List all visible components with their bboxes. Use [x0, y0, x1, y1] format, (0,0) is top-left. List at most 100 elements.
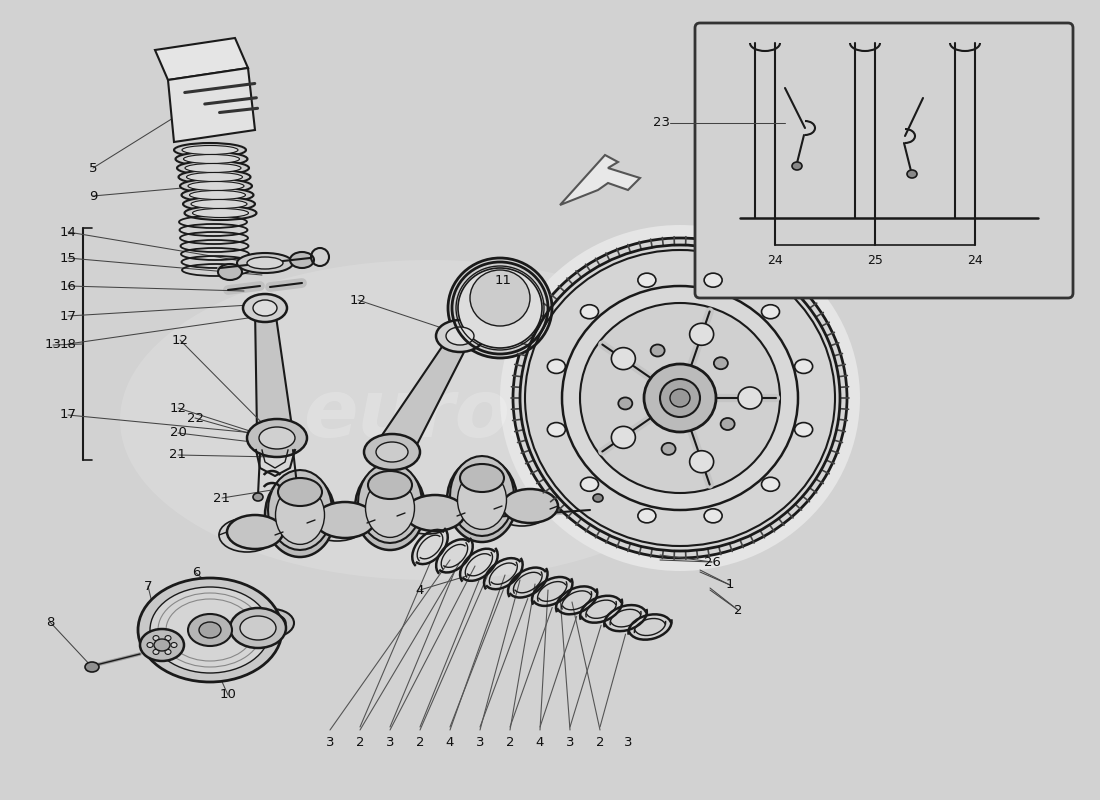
Text: 12: 12 — [350, 294, 366, 306]
Ellipse shape — [792, 162, 802, 170]
Polygon shape — [168, 68, 255, 142]
Ellipse shape — [548, 422, 565, 437]
Text: 16: 16 — [59, 279, 76, 293]
Ellipse shape — [761, 478, 780, 491]
Ellipse shape — [182, 188, 253, 202]
Ellipse shape — [219, 518, 275, 552]
Ellipse shape — [581, 305, 598, 318]
Polygon shape — [155, 38, 248, 80]
Polygon shape — [268, 470, 332, 550]
Ellipse shape — [794, 359, 813, 374]
Ellipse shape — [447, 458, 517, 542]
Text: 20: 20 — [169, 426, 186, 439]
Text: 24: 24 — [967, 254, 983, 267]
Ellipse shape — [397, 498, 456, 534]
Text: 1: 1 — [726, 578, 735, 591]
Ellipse shape — [436, 320, 484, 352]
Text: 21: 21 — [213, 491, 231, 505]
Text: 25: 25 — [867, 254, 883, 267]
Text: 18: 18 — [59, 338, 76, 350]
Text: 4: 4 — [416, 583, 425, 597]
Ellipse shape — [364, 434, 420, 470]
Ellipse shape — [253, 493, 263, 501]
Ellipse shape — [405, 495, 465, 531]
Ellipse shape — [581, 478, 598, 491]
Ellipse shape — [138, 578, 282, 682]
Ellipse shape — [176, 152, 248, 166]
Ellipse shape — [182, 146, 238, 154]
Text: 11: 11 — [495, 274, 512, 286]
Text: Es: Es — [714, 374, 816, 452]
Ellipse shape — [580, 303, 780, 493]
Ellipse shape — [165, 650, 170, 654]
Text: 5: 5 — [89, 162, 97, 174]
Text: 3: 3 — [475, 735, 484, 749]
Ellipse shape — [365, 478, 415, 538]
Text: par: par — [539, 364, 691, 442]
Ellipse shape — [258, 427, 295, 449]
Ellipse shape — [250, 609, 294, 637]
Ellipse shape — [191, 199, 248, 209]
Text: 21: 21 — [169, 449, 187, 462]
Ellipse shape — [230, 608, 286, 648]
Text: 3: 3 — [386, 735, 394, 749]
Text: 17: 17 — [59, 409, 77, 422]
Polygon shape — [255, 310, 293, 437]
Ellipse shape — [275, 486, 324, 544]
Ellipse shape — [192, 209, 249, 218]
Text: 3: 3 — [565, 735, 574, 749]
Text: 2: 2 — [734, 603, 742, 617]
Ellipse shape — [258, 614, 286, 632]
Ellipse shape — [174, 143, 246, 157]
Ellipse shape — [199, 622, 221, 638]
Polygon shape — [560, 155, 640, 205]
Ellipse shape — [458, 470, 506, 530]
Ellipse shape — [470, 270, 530, 326]
Ellipse shape — [650, 345, 664, 357]
Ellipse shape — [315, 502, 375, 538]
Ellipse shape — [188, 182, 244, 190]
Ellipse shape — [184, 154, 240, 163]
Ellipse shape — [368, 471, 412, 499]
Ellipse shape — [720, 418, 735, 430]
Ellipse shape — [794, 422, 813, 437]
Ellipse shape — [85, 662, 99, 672]
Polygon shape — [358, 463, 422, 543]
Text: 4: 4 — [446, 735, 454, 749]
Text: 15: 15 — [59, 251, 77, 265]
Ellipse shape — [248, 257, 283, 269]
Text: 3: 3 — [326, 735, 334, 749]
Text: 9: 9 — [89, 190, 97, 202]
Ellipse shape — [502, 489, 558, 523]
Ellipse shape — [185, 163, 241, 173]
Ellipse shape — [494, 492, 550, 526]
Ellipse shape — [761, 305, 780, 318]
Ellipse shape — [612, 348, 636, 370]
Ellipse shape — [500, 225, 860, 571]
Ellipse shape — [236, 253, 293, 273]
Ellipse shape — [253, 300, 277, 316]
Ellipse shape — [177, 161, 249, 175]
Text: 13: 13 — [44, 338, 62, 351]
Ellipse shape — [293, 493, 303, 501]
Ellipse shape — [460, 464, 504, 492]
Text: 22: 22 — [187, 411, 204, 425]
Text: 2: 2 — [596, 735, 604, 749]
Text: 3: 3 — [624, 735, 632, 749]
Ellipse shape — [290, 252, 314, 268]
Ellipse shape — [618, 398, 632, 410]
Ellipse shape — [548, 359, 565, 374]
Ellipse shape — [170, 642, 177, 647]
Ellipse shape — [562, 286, 798, 510]
Ellipse shape — [307, 505, 367, 541]
Text: euros: euros — [302, 376, 558, 454]
Text: 4: 4 — [536, 735, 544, 749]
Ellipse shape — [738, 387, 762, 409]
Ellipse shape — [248, 419, 307, 457]
Text: 12: 12 — [169, 402, 187, 414]
Ellipse shape — [660, 379, 700, 417]
Ellipse shape — [612, 426, 636, 448]
Ellipse shape — [638, 273, 656, 287]
Ellipse shape — [355, 466, 425, 550]
Text: 23: 23 — [653, 117, 671, 130]
